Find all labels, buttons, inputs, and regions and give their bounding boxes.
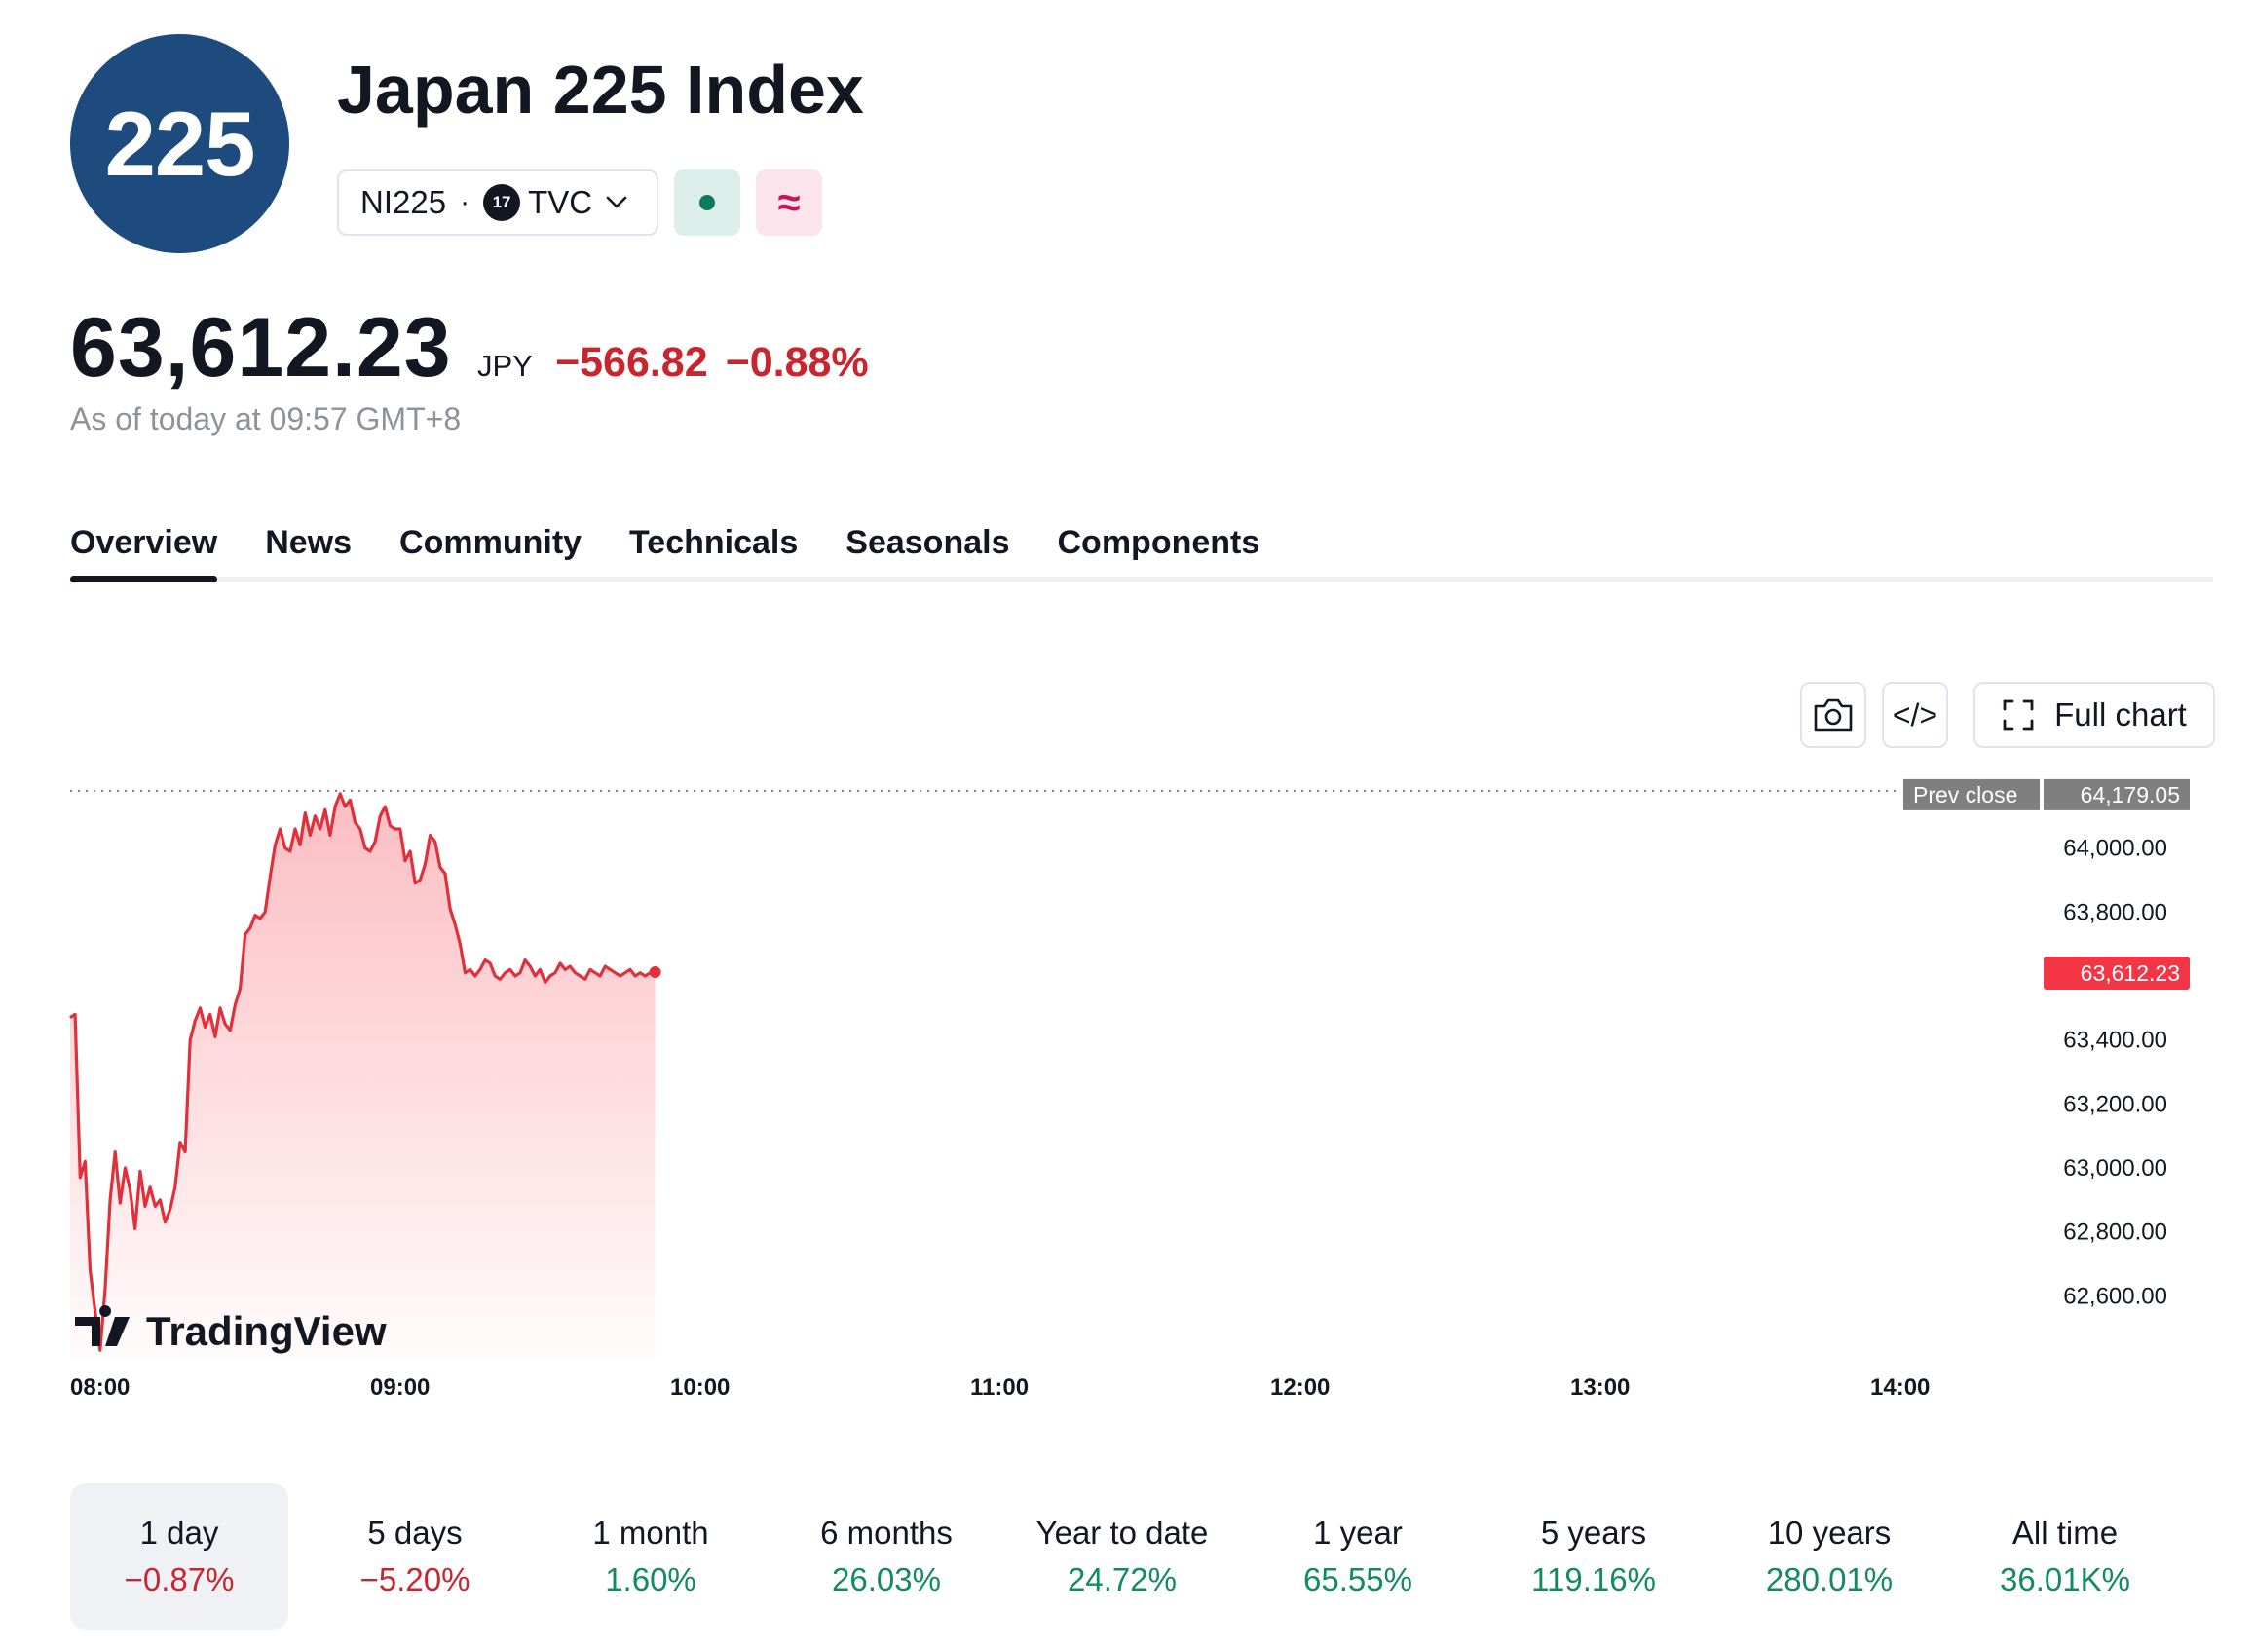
x-tick-label: 13:00 <box>1570 1374 1630 1401</box>
y-tick-label: 62,800.00 <box>2063 1220 2167 1246</box>
x-tick-label: 10:00 <box>670 1374 730 1401</box>
range-value: 119.16% <box>1531 1561 1656 1597</box>
tab-technicals[interactable]: Technicals <box>629 524 799 561</box>
y-tick-label: 63,200.00 <box>2063 1091 2167 1117</box>
market-open-badge[interactable] <box>674 169 740 236</box>
range-label: 1 day <box>139 1515 219 1551</box>
tab-overview[interactable]: Overview <box>70 524 218 582</box>
range-label: 1 year <box>1313 1515 1403 1551</box>
range-label: Year to date <box>1035 1515 1209 1551</box>
range-5-years[interactable]: 5 years 119.16% <box>1484 1483 1703 1630</box>
x-tick-label: 11:00 <box>970 1374 1029 1401</box>
last-price-dot <box>649 966 661 979</box>
prev-close-text: Prev close <box>1913 782 2017 807</box>
market-open-dot-icon <box>699 195 715 210</box>
embed-button[interactable]: </> <box>1882 682 1948 748</box>
change-percent: −0.88% <box>725 339 869 386</box>
snapshot-button[interactable] <box>1800 682 1866 748</box>
y-tick-label: 62,600.00 <box>2063 1283 2167 1309</box>
page-title: Japan 225 Index <box>337 52 864 128</box>
x-tick-label: 08:00 <box>70 1374 130 1401</box>
tab-seasonals[interactable]: Seasonals <box>845 524 1010 561</box>
watermark-text: TradingView <box>146 1308 387 1354</box>
x-tick-label: 12:00 <box>1270 1374 1330 1401</box>
range-year-to-date[interactable]: Year to date 24.72% <box>1013 1483 1231 1630</box>
y-tick-label: 63,800.00 <box>2063 899 2167 925</box>
price-change: −566.82 −0.88% <box>555 339 869 387</box>
range-all-time[interactable]: All time 36.01K% <box>1956 1483 2174 1630</box>
range-5-days[interactable]: 5 days −5.20% <box>306 1483 524 1630</box>
price-area <box>70 793 656 1360</box>
full-chart-button[interactable]: Full chart <box>1973 682 2215 748</box>
y-tick-label: 63,400.00 <box>2063 1028 2167 1054</box>
performance-ranges: 1 day −0.87% 5 days −5.20% 1 month 1.60% 6 … <box>70 1483 2213 1630</box>
range-value: −5.20% <box>359 1561 470 1597</box>
range-1-year[interactable]: 1 year 65.55% <box>1249 1483 1467 1630</box>
range-label: 10 years <box>1767 1515 1892 1551</box>
separator-dot: · <box>460 186 470 218</box>
full-chart-label: Full chart <box>2054 696 2187 732</box>
price-chart[interactable]: 64,000.00 63,800.00 63,400.00 63,200.00 63,0… <box>0 770 2254 1442</box>
quote-timestamp: As of today at 09:57 GMT+8 <box>70 401 462 436</box>
range-label: 5 days <box>367 1515 463 1551</box>
chevron-down-icon <box>606 196 627 208</box>
change-value: −566.82 <box>555 339 708 386</box>
range-value: 24.72% <box>1068 1561 1177 1597</box>
delayed-data-badge[interactable]: ≈ <box>756 169 822 236</box>
exchange-label: TVC <box>528 184 593 220</box>
last-price-axis-value: 63,612.23 <box>2081 960 2180 986</box>
range-value: 1.60% <box>605 1561 696 1597</box>
fullscreen-icon <box>2003 699 2034 731</box>
x-tick-label: 14:00 <box>1870 1374 1930 1401</box>
prev-close-label: Prev close 64,179.05 <box>1903 778 2190 810</box>
price-line <box>69 792 656 1352</box>
code-icon: </> <box>1892 696 1938 732</box>
range-1-day[interactable]: 1 day −0.87% <box>70 1483 288 1630</box>
x-tick-label: 09:00 <box>370 1374 430 1401</box>
range-label: 6 months <box>820 1515 953 1551</box>
index-logo-text: 225 <box>104 92 256 195</box>
range-1-month[interactable]: 1 month 1.60% <box>542 1483 760 1630</box>
tab-components[interactable]: Components <box>1057 524 1260 561</box>
currency-label: JPY <box>477 349 533 383</box>
range-value: −0.87% <box>124 1561 235 1597</box>
range-value: 36.01K% <box>2000 1561 2130 1597</box>
symbol-tabs: Overview News Community Technicals Seaso… <box>70 524 1259 582</box>
range-label: 5 years <box>1540 1515 1647 1551</box>
tabs-divider <box>70 577 2213 582</box>
range-value: 65.55% <box>1303 1561 1412 1597</box>
last-price: 63,612.23 <box>70 301 452 394</box>
range-10-years[interactable]: 10 years 280.01% <box>1720 1483 1938 1630</box>
range-label: All time <box>2011 1515 2119 1551</box>
index-logo: 225 <box>70 34 289 253</box>
range-value: 26.03% <box>832 1561 941 1597</box>
tab-news[interactable]: News <box>265 524 353 561</box>
exchange-logo-icon: 17 <box>483 184 521 221</box>
y-tick-label: 63,000.00 <box>2063 1155 2167 1182</box>
camera-icon <box>1814 698 1853 732</box>
range-6-months[interactable]: 6 months 26.03% <box>777 1483 996 1630</box>
range-value: 280.01% <box>1765 1561 1894 1597</box>
last-price-label: 63,612.23 <box>2044 956 2190 990</box>
tab-community[interactable]: Community <box>399 524 582 561</box>
symbol-exchange-selector[interactable]: NI225 · 17 TVC <box>337 169 658 236</box>
prev-close-value: 64,179.05 <box>2081 782 2180 807</box>
y-tick-label: 64,000.00 <box>2063 836 2167 862</box>
tradingview-logo-icon <box>75 1305 130 1346</box>
tradingview-watermark: TradingView <box>75 1305 387 1354</box>
symbol-label: NI225 <box>360 184 447 220</box>
range-label: 1 month <box>592 1515 709 1551</box>
